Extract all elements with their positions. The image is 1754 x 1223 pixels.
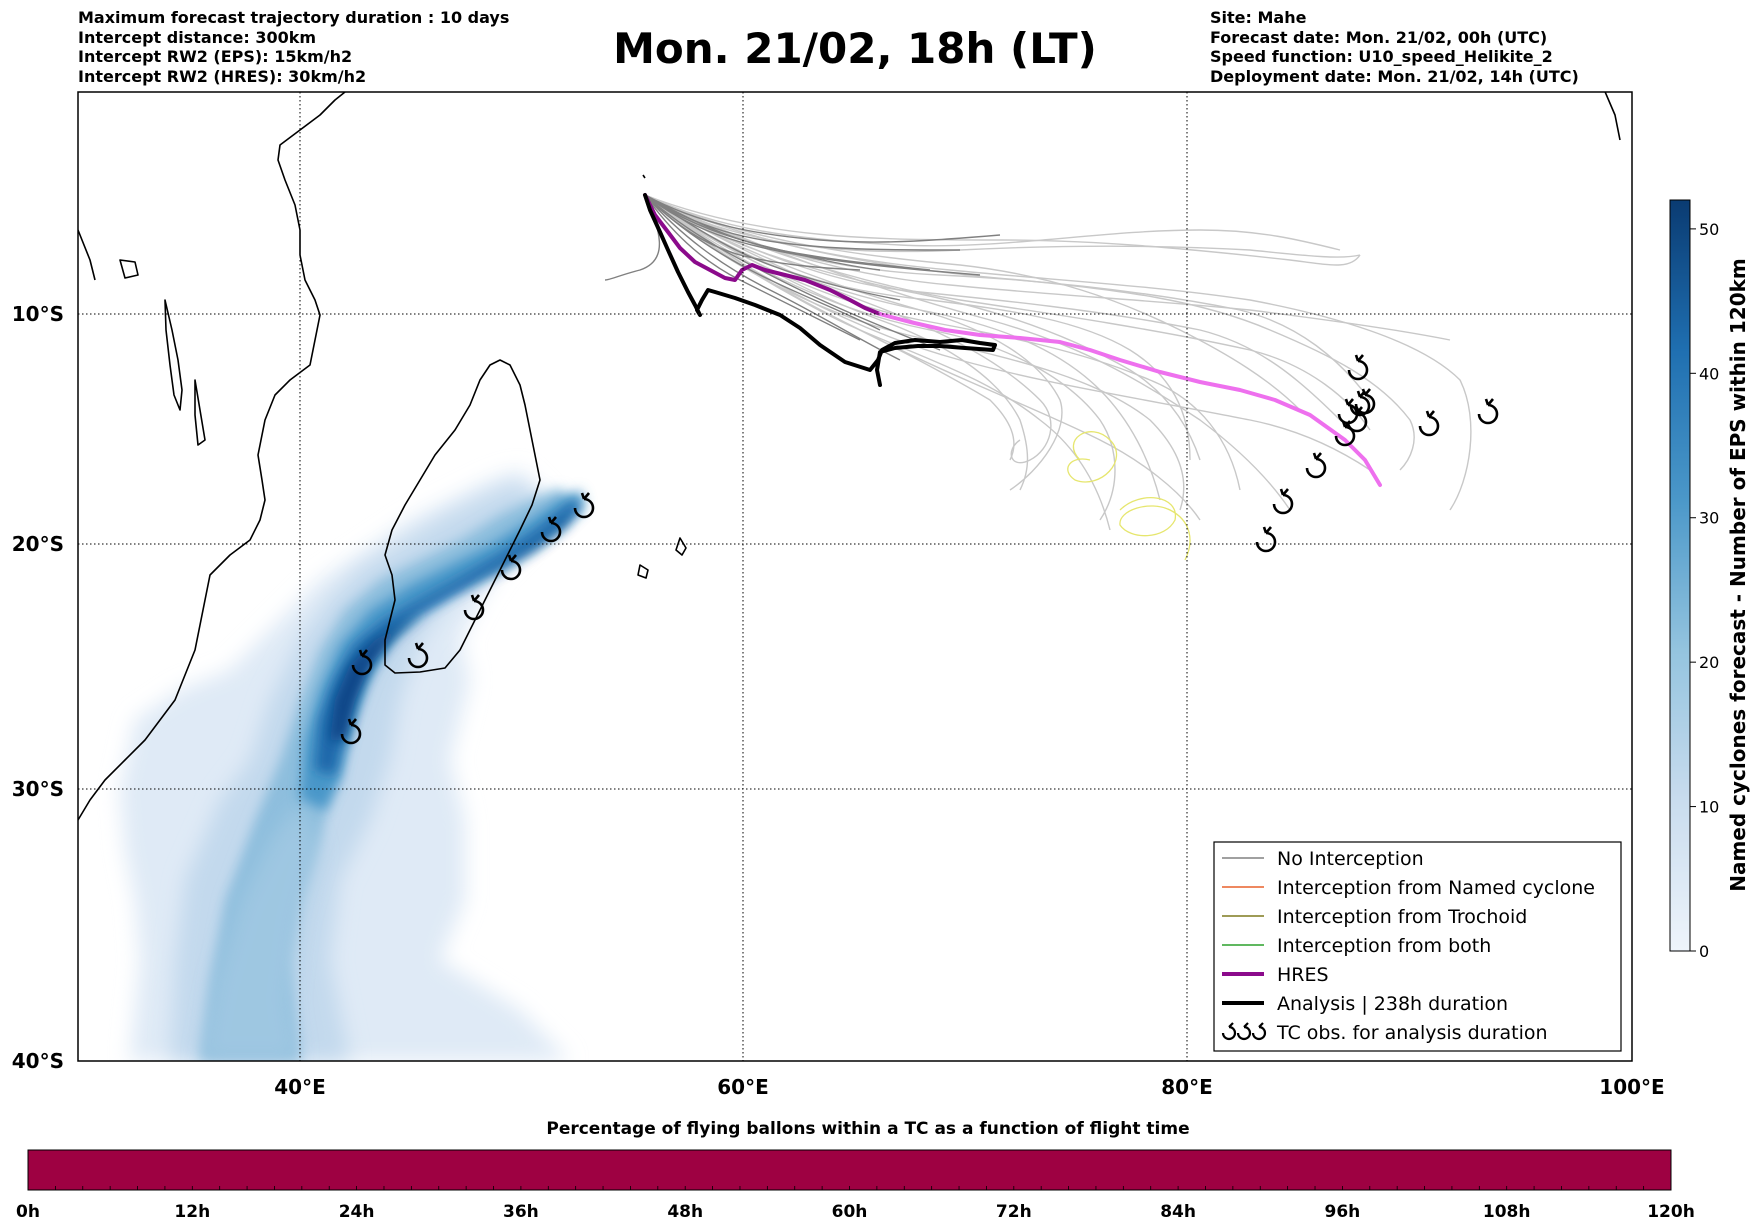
lake-tanganyika xyxy=(164,299,183,411)
colorbar-tick-label: 0 xyxy=(1699,942,1709,961)
legend-item-trochoid: Interception from Trochoid xyxy=(1277,906,1527,928)
cyclone-icon xyxy=(500,554,522,581)
flight-time-title: Percentage of flying ballons within a TC… xyxy=(546,1119,1189,1139)
lat-label: 30°S xyxy=(12,777,64,801)
island-far-east xyxy=(1604,92,1621,141)
eps-tracks xyxy=(604,194,1472,561)
colorbar-tick-label: 10 xyxy=(1699,798,1719,817)
legend-box xyxy=(1213,841,1622,1052)
intercept-eps-text: Intercept RW2 (EPS): 15km/h2 xyxy=(78,47,353,66)
tc-obs-symbols xyxy=(340,354,1499,745)
cyclone-icon xyxy=(1272,488,1294,515)
island-mauritius xyxy=(675,537,687,556)
flight-time-tick-label: 12h xyxy=(174,1202,210,1222)
cyclone-icon xyxy=(1337,398,1359,425)
madagascar-coastline xyxy=(384,359,541,674)
cyclone-icon xyxy=(1477,398,1499,425)
deployment-date-text: Deployment date: Mon. 21/02, 14h (UTC) xyxy=(1210,66,1579,86)
cyclone-icon xyxy=(1305,452,1327,479)
flight-time-tick-label: 60h xyxy=(832,1202,868,1222)
lake-victoria xyxy=(119,259,139,279)
colorbar-tick-label: 50 xyxy=(1699,220,1719,239)
cyclone-icon xyxy=(1221,1022,1267,1041)
island-coastal-west xyxy=(78,229,96,281)
island-seychelles-1 xyxy=(642,174,646,179)
map-frame xyxy=(77,91,1633,1062)
legend-item-hres: HRES xyxy=(1277,964,1329,986)
cyclone-icon xyxy=(407,642,429,669)
flight-time-tick-label: 0h xyxy=(16,1202,40,1222)
lat-label: 40°S xyxy=(12,1049,64,1073)
cyclone-icon xyxy=(1255,526,1277,553)
lon-label: 60°E xyxy=(717,1075,769,1099)
flight-time-bar: Percentage of flying ballons within a TC… xyxy=(16,1119,1695,1222)
map-title: Mon. 21/02, 18h (LT) xyxy=(613,24,1097,73)
cyclone-icon xyxy=(1347,354,1369,381)
colorbar-gradient xyxy=(1669,199,1691,952)
island-reunion xyxy=(637,564,649,579)
intercept-distance-text: Intercept distance: 300km xyxy=(78,27,317,47)
lat-label: 10°S xyxy=(12,302,64,326)
cyclone-icon xyxy=(463,594,485,621)
colorbar-ticks: 0 10 20 30 40 50 xyxy=(1690,220,1719,961)
flight-time-tick-label: 120h xyxy=(1647,1202,1695,1222)
hres-track xyxy=(643,193,1382,487)
cyclone-icon xyxy=(340,718,362,745)
colorbar-tick-label: 40 xyxy=(1699,364,1719,383)
lat-label: 20°S xyxy=(12,532,64,556)
max-duration-text: Maximum forecast trajectory duration : 1… xyxy=(78,8,510,27)
legend-item-tc-obs: TC obs. for analysis duration xyxy=(1276,1022,1548,1044)
coastlines xyxy=(78,92,1621,821)
intercept-hres-text: Intercept RW2 (HRES): 30km/h2 xyxy=(78,66,367,86)
legend-item-no-interception: No Interception xyxy=(1277,848,1424,870)
analysis-track xyxy=(643,193,997,387)
africa-coastline xyxy=(78,92,346,821)
flight-time-tick-label: 96h xyxy=(1325,1202,1361,1222)
flight-time-tick-label: 36h xyxy=(503,1202,539,1222)
colorbar: 0 10 20 30 40 50 Named cyclones forecast - Nu… xyxy=(1669,199,1750,961)
lake-malawi xyxy=(194,379,206,446)
flight-time-tick-label: 108h xyxy=(1483,1202,1531,1222)
legend-item-analysis: Analysis | 238h duration xyxy=(1277,993,1508,1015)
colorbar-label: Named cyclones forecast - Number of EPS … xyxy=(1726,258,1750,892)
cyclone-icon xyxy=(351,649,373,676)
header-left-info: Maximum forecast trajectory duration : 1… xyxy=(78,8,509,86)
cyclone-icon xyxy=(573,492,595,519)
lon-label: 100°E xyxy=(1599,1075,1664,1099)
colorbar-tick-label: 20 xyxy=(1699,653,1719,672)
flight-time-tick-label: 24h xyxy=(339,1202,375,1222)
longitude-labels: 40°E 60°E 80°E 100°E xyxy=(274,1075,1664,1099)
site-text: Site: Mahe xyxy=(1210,8,1307,27)
speed-function-text: Speed function: U10_speed_Helikite_2 xyxy=(1210,47,1553,66)
graticule xyxy=(78,92,1632,1061)
flight-time-tick-label: 48h xyxy=(667,1202,703,1222)
legend-item-named-cyclone: Interception from Named cyclone xyxy=(1277,877,1595,899)
cyclone-icon xyxy=(540,516,562,543)
legend: No Interception Interception from Named … xyxy=(1213,841,1622,1052)
cyclone-density-shading xyxy=(120,470,585,1061)
flight-time-tick-label: 72h xyxy=(996,1202,1032,1222)
latitude-labels: 10°S 20°S 30°S 40°S xyxy=(12,302,64,1073)
colorbar-tick-label: 30 xyxy=(1699,509,1719,528)
cyclone-icon xyxy=(1418,410,1440,437)
flight-time-ticks: 0h 12h 24h 36h 48h 60h 72h 84h 96h 108h 120h xyxy=(16,1186,1695,1222)
flight-time-fill xyxy=(27,1149,1672,1191)
lon-label: 80°E xyxy=(1161,1075,1213,1099)
header-right-info: Site: Mahe Forecast date: Mon. 21/02, 00… xyxy=(1210,8,1579,86)
cyclone-icon xyxy=(1354,388,1376,415)
flight-time-tick-label: 84h xyxy=(1160,1202,1196,1222)
forecast-date-text: Forecast date: Mon. 21/02, 00h (UTC) xyxy=(1210,27,1548,47)
lon-label: 40°E xyxy=(274,1075,326,1099)
legend-item-both: Interception from both xyxy=(1277,935,1491,957)
